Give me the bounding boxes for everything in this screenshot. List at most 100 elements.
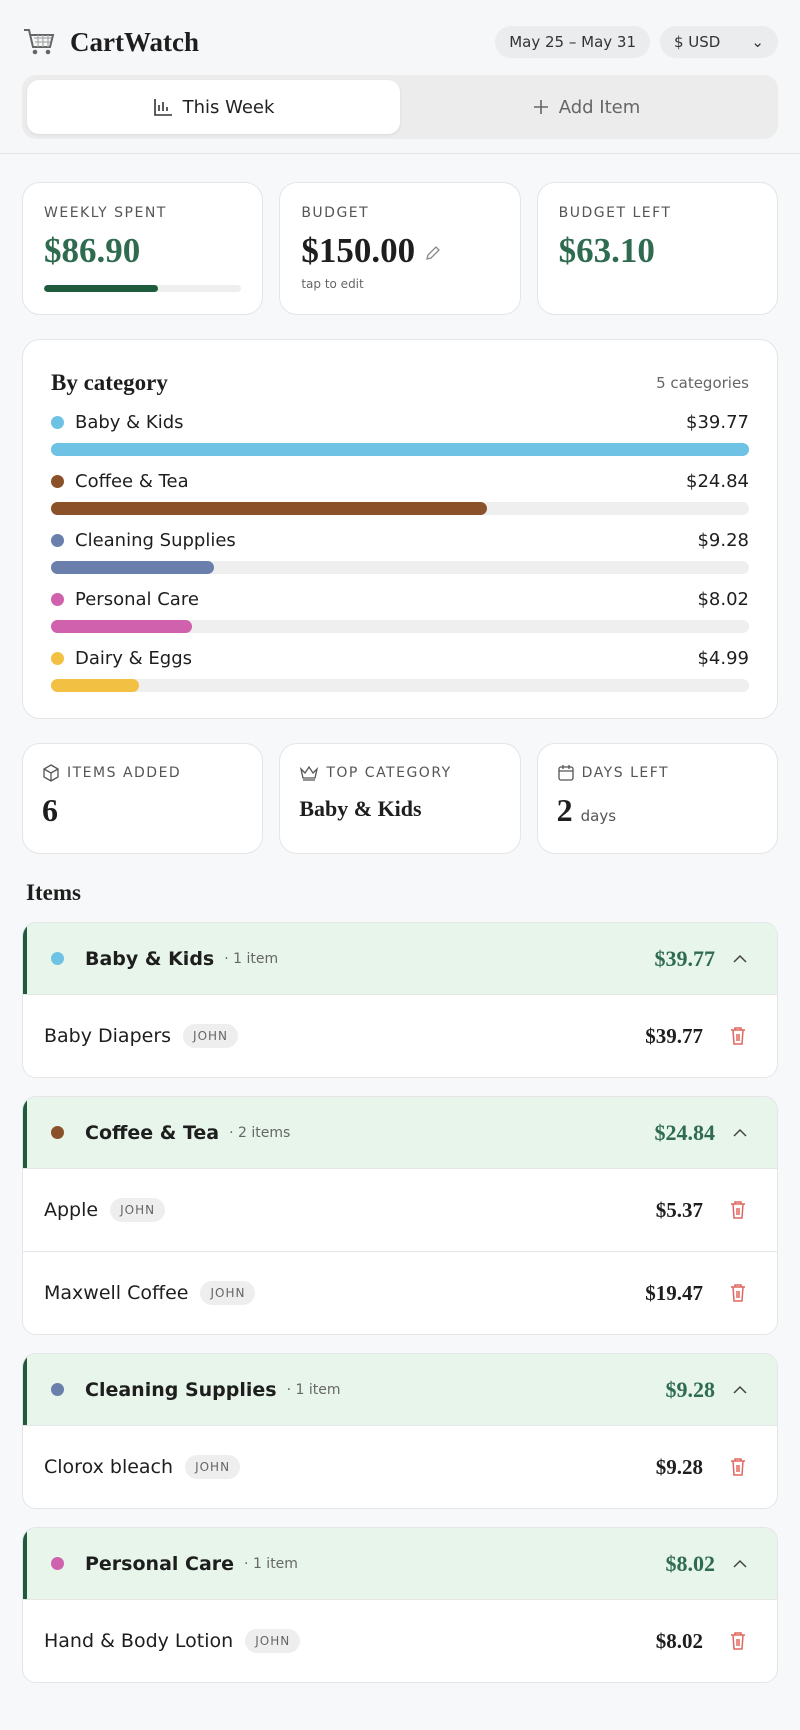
stat-value: 2 days bbox=[557, 792, 758, 829]
item-name: Apple bbox=[44, 1199, 99, 1221]
stat-card: ITEMS ADDED 6 bbox=[22, 743, 264, 854]
currency-select[interactable]: $ USD ⌄ bbox=[660, 26, 778, 58]
stat-card: TOP CATEGORY Baby & Kids bbox=[279, 743, 521, 854]
color-dot bbox=[51, 416, 64, 429]
collapse-icon[interactable] bbox=[731, 1123, 749, 1143]
bar-track bbox=[51, 679, 749, 692]
calendar-icon bbox=[558, 765, 574, 781]
summary-card[interactable]: BUDGET $150.00 tap to edit bbox=[279, 182, 521, 315]
bar-track bbox=[51, 620, 749, 633]
owner-tag: JOHN bbox=[245, 1629, 301, 1653]
category-line: Dairy & Eggs $4.99 bbox=[51, 648, 749, 669]
card-label: WEEKLY SPENT bbox=[44, 205, 167, 221]
progress-bar bbox=[44, 285, 159, 292]
category-amount: $24.84 bbox=[686, 471, 749, 492]
item-price: $8.02 bbox=[655, 1628, 703, 1653]
item-row: Baby Diapers JOHN $39.77 bbox=[23, 994, 777, 1077]
item-price: $39.77 bbox=[645, 1023, 703, 1048]
delete-icon[interactable] bbox=[729, 1631, 747, 1651]
bar-track bbox=[51, 443, 749, 456]
category-row: Baby & Kids $39.77 bbox=[51, 412, 749, 456]
color-dot bbox=[51, 475, 64, 488]
budget-amount: $150.00 bbox=[301, 231, 416, 270]
item-row: Maxwell Coffee JOHN $19.47 bbox=[23, 1251, 777, 1334]
group-header[interactable]: Cleaning Supplies · 1 item $9.28 bbox=[23, 1354, 777, 1425]
group-count: · 1 item bbox=[286, 1381, 341, 1398]
amount: $63.10 bbox=[558, 231, 655, 270]
category-bar bbox=[51, 561, 214, 574]
group-name: Coffee & Tea bbox=[85, 1121, 220, 1144]
edit-icon bbox=[425, 246, 440, 260]
group-header[interactable]: Coffee & Tea · 2 items $24.84 bbox=[23, 1097, 777, 1168]
amount: $150.00 bbox=[301, 231, 498, 271]
collapse-icon[interactable] bbox=[731, 949, 749, 969]
item-price: $5.37 bbox=[655, 1197, 703, 1222]
owner-tag: JOHN bbox=[185, 1455, 241, 1479]
item-row: Hand & Body Lotion JOHN $8.02 bbox=[23, 1599, 777, 1682]
group-count: · 1 item bbox=[244, 1555, 298, 1572]
bar-track bbox=[51, 502, 749, 515]
category-list: Baby & Kids $39.77 Coffee & Tea $24.84 Clean… bbox=[51, 412, 749, 692]
tab-label: This Week bbox=[182, 96, 275, 118]
delete-icon[interactable] bbox=[729, 1200, 747, 1220]
owner-tag: JOHN bbox=[200, 1281, 256, 1305]
group-count: · 2 items bbox=[229, 1124, 291, 1141]
card-label: BUDGET bbox=[301, 205, 370, 221]
color-dot bbox=[51, 1383, 64, 1396]
stat-value: Baby & Kids bbox=[299, 796, 422, 821]
category-bar bbox=[51, 679, 139, 692]
days-unit: days bbox=[580, 807, 617, 825]
group-header[interactable]: Baby & Kids · 1 item $39.77 bbox=[23, 923, 777, 994]
category-name: Baby & Kids bbox=[75, 412, 184, 433]
cart-icon bbox=[24, 29, 55, 55]
collapse-icon[interactable] bbox=[731, 1380, 749, 1400]
stat-label: TOP CATEGORY bbox=[326, 765, 452, 781]
delete-icon[interactable] bbox=[729, 1283, 747, 1303]
crown-icon bbox=[300, 765, 319, 781]
content: WEEKLY SPENT $86.90 BUDGET $150.00 tap t… bbox=[0, 154, 800, 1683]
card-label: BUDGET LEFT bbox=[558, 205, 672, 221]
category-amount: $4.99 bbox=[697, 648, 749, 669]
stat-value: 6 bbox=[42, 792, 58, 828]
category-count: 5 categories bbox=[656, 374, 749, 392]
tab[interactable]: This Week bbox=[27, 80, 400, 134]
tab[interactable]: Add Item bbox=[400, 80, 773, 134]
group-total: $9.28 bbox=[665, 1376, 716, 1402]
category-amount: $9.28 bbox=[697, 530, 749, 551]
group-total: $39.77 bbox=[654, 945, 716, 971]
category-row: Dairy & Eggs $4.99 bbox=[51, 648, 749, 692]
category-bar bbox=[51, 620, 192, 633]
section-title: By category bbox=[51, 370, 168, 395]
delete-icon[interactable] bbox=[729, 1457, 747, 1477]
item-groups: Baby & Kids · 1 item $39.77 Baby Diapers JOH… bbox=[22, 922, 778, 1683]
chart-icon bbox=[153, 99, 172, 116]
group-name: Personal Care bbox=[85, 1552, 235, 1575]
item-price: $9.28 bbox=[655, 1454, 703, 1479]
stat-label: ITEMS ADDED bbox=[67, 765, 182, 781]
category-amount: $8.02 bbox=[697, 589, 749, 610]
item-row: Apple JOHN $5.37 bbox=[23, 1168, 777, 1251]
color-dot bbox=[51, 593, 64, 606]
color-dot bbox=[51, 952, 64, 965]
item-price: $19.47 bbox=[645, 1280, 703, 1305]
delete-icon[interactable] bbox=[729, 1026, 747, 1046]
tabs: This Week Add Item bbox=[22, 75, 778, 139]
group-header[interactable]: Personal Care · 1 item $8.02 bbox=[23, 1528, 777, 1599]
group-name: Cleaning Supplies bbox=[85, 1378, 277, 1401]
category-row: Coffee & Tea $24.84 bbox=[51, 471, 749, 515]
stat-label: DAYS LEFT bbox=[581, 765, 670, 781]
category-bar bbox=[51, 443, 749, 456]
stats: ITEMS ADDED 6 TOP CATEGORY Baby & Kids D… bbox=[22, 743, 778, 854]
stat-card: DAYS LEFT 2 days bbox=[536, 743, 778, 854]
item-group: Cleaning Supplies · 1 item $9.28 Clorox ble… bbox=[22, 1353, 778, 1509]
progress-track bbox=[44, 285, 242, 292]
category-line: Cleaning Supplies $9.28 bbox=[51, 530, 749, 551]
color-dot bbox=[51, 534, 64, 547]
category-row: Personal Care $8.02 bbox=[51, 589, 749, 633]
category-line: Coffee & Tea $24.84 bbox=[51, 471, 749, 492]
collapse-icon[interactable] bbox=[731, 1554, 749, 1574]
date-range[interactable]: May 25 – May 31 bbox=[495, 26, 650, 58]
item-name: Hand & Body Lotion bbox=[44, 1630, 234, 1652]
